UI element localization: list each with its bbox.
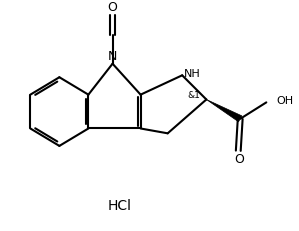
Polygon shape <box>206 100 242 122</box>
Text: OH: OH <box>276 96 293 106</box>
Text: &1: &1 <box>187 91 200 100</box>
Text: O: O <box>234 153 244 166</box>
Text: N: N <box>108 50 117 63</box>
Text: NH: NH <box>184 69 200 79</box>
Text: HCl: HCl <box>107 199 131 213</box>
Text: O: O <box>108 1 118 14</box>
